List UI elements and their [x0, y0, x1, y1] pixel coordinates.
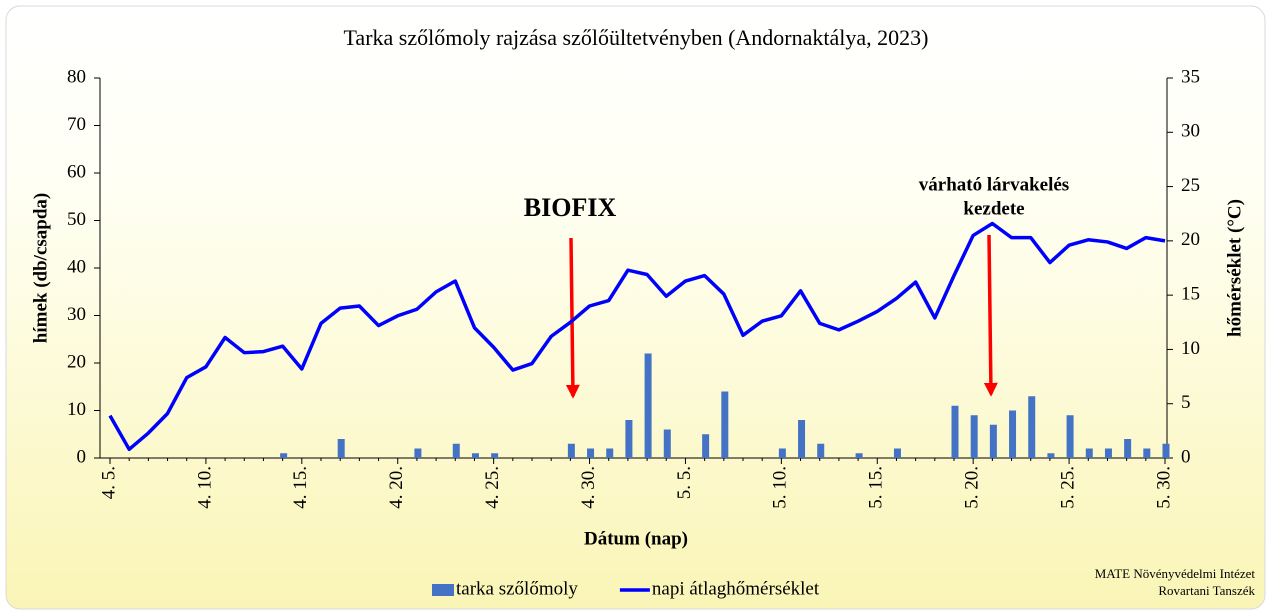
y2-tick-label: 15 [1181, 284, 1200, 305]
bar [471, 453, 479, 458]
y2-tick-label: 25 [1181, 175, 1200, 196]
bar [644, 353, 652, 458]
bar [855, 453, 863, 458]
bar [280, 453, 288, 458]
legend-swatch [432, 584, 454, 596]
legend-label: napi átlaghőmérséklet [652, 578, 820, 599]
bar [491, 453, 499, 458]
bar [1162, 443, 1170, 458]
y-tick-label: 70 [67, 114, 86, 135]
source: MATE Növényvédelmi Intézet [1095, 566, 1256, 581]
y2-tick-label: 20 [1181, 229, 1200, 250]
bar [798, 420, 806, 458]
bar [1124, 439, 1132, 458]
bar [970, 415, 978, 458]
bar [414, 448, 422, 458]
bar [817, 443, 825, 458]
bar [1047, 453, 1055, 458]
bar [989, 424, 997, 458]
y-tick-label: 30 [67, 304, 86, 325]
bar [567, 443, 575, 458]
bar [1066, 415, 1074, 458]
x-tick-label: 5. 30. [1153, 466, 1174, 509]
x-tick-label: 4. 30. [578, 466, 599, 509]
y2-tick-label: 5 [1181, 392, 1191, 413]
bar [1009, 410, 1017, 458]
annotation-arrow [983, 234, 998, 397]
y-tick-label: 50 [67, 209, 86, 230]
bar [721, 391, 729, 458]
annotation: kezdete [963, 198, 1024, 219]
line [108, 221, 1166, 452]
y-tick-label: 60 [67, 161, 86, 182]
y2-tick-label: 30 [1181, 121, 1200, 142]
annotation: BIOFIX [524, 193, 617, 222]
x-tick-label: 4. 10. [194, 466, 215, 509]
x-tick-label: 4. 5. [98, 466, 119, 499]
chart-title: Tarka szőlőmoly rajzása szőlőültetvénybe… [344, 25, 929, 50]
bar [337, 439, 345, 458]
bar [893, 448, 901, 458]
source: Rovartani Tanszék [1158, 583, 1255, 598]
bar [778, 448, 786, 458]
x-tick-label: 4. 25. [482, 466, 503, 509]
panel [5, 5, 1266, 610]
y-axis-label: hímek (db/csapda) [30, 193, 51, 343]
bar [1143, 448, 1151, 458]
y-tick-label: 0 [77, 446, 87, 467]
y-tick-label: 40 [67, 256, 86, 277]
x-tick-label: 4. 20. [386, 466, 407, 509]
x-tick-label: 5. 15. [866, 466, 887, 509]
bar [1028, 396, 1036, 458]
y-tick-label: 10 [67, 399, 86, 420]
x-tick-label: 4. 15. [290, 466, 311, 509]
x-tick-label: 5. 25. [1057, 466, 1078, 509]
bar [625, 420, 633, 458]
y2-tick-label: 35 [1181, 66, 1200, 87]
bar [702, 434, 710, 458]
annotation: várható lárvakelés [919, 174, 1069, 195]
x-tick-label: 5. 5. [674, 466, 695, 499]
y2-tick-label: 10 [1181, 338, 1200, 359]
x-tick-label: 5. 20. [962, 466, 983, 509]
bar [587, 448, 595, 458]
bar [1104, 448, 1112, 458]
x-axis-label: Dátum (nap) [584, 528, 688, 549]
bar [606, 448, 614, 458]
bar [1085, 448, 1093, 458]
bar [951, 405, 959, 458]
bar [663, 429, 671, 458]
x-tick-label: 5. 10. [770, 466, 791, 509]
y-tick-label: 20 [67, 351, 86, 372]
y2-tick-label: 0 [1181, 446, 1191, 467]
annotation-arrow [565, 237, 580, 399]
legend-label: tarka szőlőmoly [456, 578, 578, 599]
y2-axis-label: hőmérséklet (°C) [1224, 199, 1245, 337]
y-tick-label: 80 [67, 66, 86, 87]
bar [452, 443, 460, 458]
